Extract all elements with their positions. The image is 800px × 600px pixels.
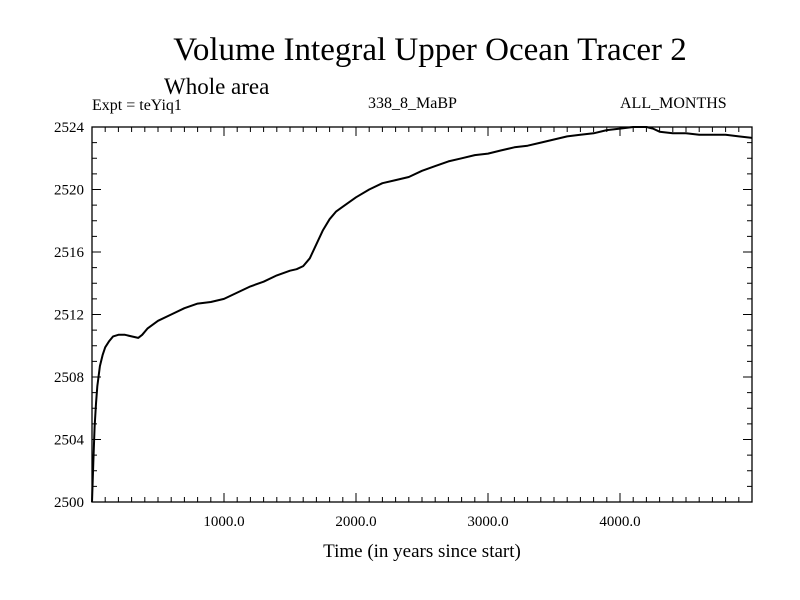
chart-title: Volume Integral Upper Ocean Tracer 2	[173, 32, 687, 68]
tick-labels: 1000.0 2000.0 3000.0 4000.0 2500 2504 2508 2512…	[54, 120, 641, 530]
x-axis-label: Time (in years since start)	[323, 541, 521, 562]
months-label: ALL_MONTHS	[620, 95, 727, 112]
y-tick-label: 2512	[54, 308, 84, 324]
experiment-label: Expt = teYiq1	[92, 97, 182, 114]
y-tick-label: 2516	[54, 245, 85, 261]
x-tick-label: 2000.0	[335, 514, 376, 530]
period-label: 338_8_MaBP	[368, 95, 457, 112]
y-tick-label: 2500	[54, 495, 84, 511]
y-tick-label: 2524	[54, 120, 85, 136]
chart-subtitle: Whole area	[164, 74, 270, 99]
plot-frame	[91, 126, 753, 503]
x-tick-label: 1000.0	[203, 514, 244, 530]
y-tick-label: 2508	[54, 370, 84, 386]
y-tick-label: 2504	[54, 433, 85, 449]
series-line	[91, 126, 753, 503]
y-tick-label: 2520	[54, 183, 84, 199]
x-tick-label: 4000.0	[599, 514, 640, 530]
x-tick-label: 3000.0	[467, 514, 508, 530]
tick-marks	[92, 127, 752, 502]
